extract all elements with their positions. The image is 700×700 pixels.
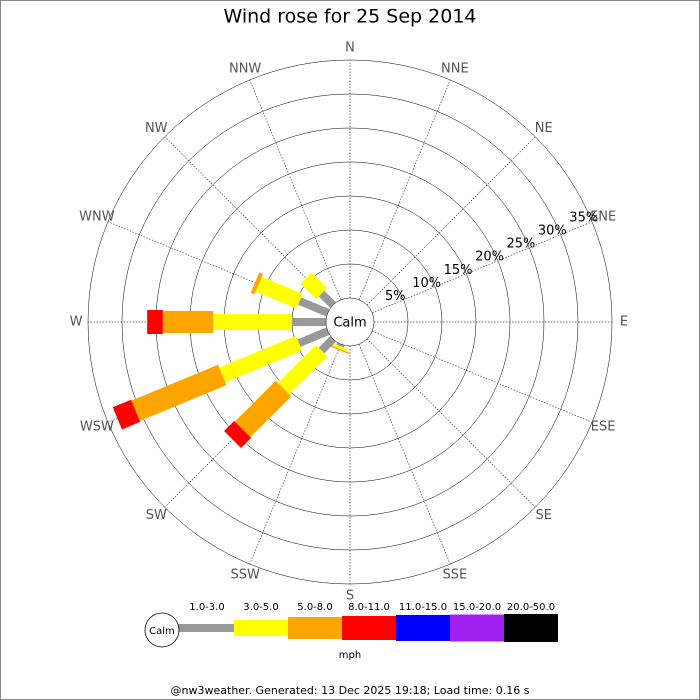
- direction-label: ENE: [590, 210, 616, 225]
- legend-swatch: [180, 624, 234, 632]
- spoke: [372, 330, 593, 423]
- footer: @nw3weather. Generated: 13 Dec 2025 19:1…: [171, 684, 530, 697]
- rose-segment: [219, 335, 302, 383]
- rose-segment: [224, 420, 252, 448]
- rose-segment: [250, 272, 263, 295]
- r-tick-label: 35%: [569, 211, 598, 226]
- legend-swatch: [396, 615, 450, 641]
- rose-segment: [297, 327, 330, 347]
- legend-swatch: [288, 617, 342, 639]
- legend-swatch: [504, 614, 558, 642]
- direction-label: W: [70, 315, 83, 330]
- direction-label: SSW: [230, 568, 260, 583]
- legend-swatch: [234, 620, 288, 636]
- direction-label: WSW: [80, 419, 114, 434]
- rose-segment: [277, 344, 328, 395]
- r-tick-label: 25%: [506, 237, 535, 252]
- rose-segment: [298, 297, 330, 317]
- rose-segment: [162, 311, 214, 333]
- rose-segment: [234, 380, 292, 438]
- direction-label: WNW: [79, 210, 115, 225]
- legend-label: 20.0-50.0: [507, 602, 555, 613]
- rose-segment: [318, 336, 336, 354]
- calm-label: Calm: [333, 316, 366, 331]
- spoke: [366, 136, 536, 306]
- rose-segment: [255, 276, 303, 309]
- chart-title: Wind rose for 25 Sep 2014: [223, 6, 476, 28]
- spoke: [372, 221, 593, 314]
- rose-segment: [292, 318, 326, 326]
- spoke: [358, 79, 451, 300]
- legend-swatch: [342, 616, 396, 640]
- direction-label: E: [620, 315, 628, 330]
- direction-label: NNE: [441, 61, 469, 76]
- legend-calm: [144, 612, 180, 648]
- unit-label: mph: [339, 650, 361, 661]
- direction-label: SSE: [442, 568, 467, 583]
- r-tick-label: 15%: [444, 263, 473, 278]
- rose-segment: [336, 342, 345, 348]
- legend-label: 11.0-15.0: [399, 602, 447, 613]
- rose-segment: [331, 342, 348, 352]
- r-tick-label: 30%: [538, 224, 567, 239]
- rose-segment: [328, 344, 350, 355]
- spoke: [249, 79, 342, 300]
- rose-segment: [318, 290, 336, 308]
- legend-swatch: [450, 614, 504, 642]
- rose-segment: [112, 399, 141, 430]
- r-tick-label: 20%: [475, 250, 504, 265]
- calm-circle: [325, 297, 375, 347]
- direction-label: NW: [145, 121, 168, 136]
- direction-label: S: [346, 589, 354, 604]
- legend-label: 5.0-8.0: [297, 602, 332, 613]
- direction-label: SE: [536, 508, 552, 523]
- spoke: [366, 338, 536, 508]
- legend-label: 1.0-3.0: [189, 602, 224, 613]
- legend-label: 15.0-20.0: [453, 602, 501, 613]
- r-tick-label: 5%: [385, 289, 406, 304]
- direction-label: N: [345, 41, 355, 56]
- rose-segment: [300, 272, 328, 300]
- spoke: [164, 136, 334, 306]
- rose-segment: [213, 314, 292, 330]
- legend-label: 8.0-11.0: [348, 602, 390, 613]
- direction-label: SW: [146, 508, 167, 523]
- spoke: [249, 344, 342, 565]
- spoke: [358, 344, 451, 565]
- direction-label: ESE: [591, 419, 616, 434]
- r-tick-label: 10%: [412, 276, 441, 291]
- rose-segment: [147, 310, 163, 334]
- legend-calm-label: Calm: [149, 626, 175, 637]
- direction-label: NNW: [229, 61, 261, 76]
- legend-label: 3.0-5.0: [243, 602, 278, 613]
- rose-segment: [131, 364, 227, 421]
- direction-label: NE: [535, 121, 553, 136]
